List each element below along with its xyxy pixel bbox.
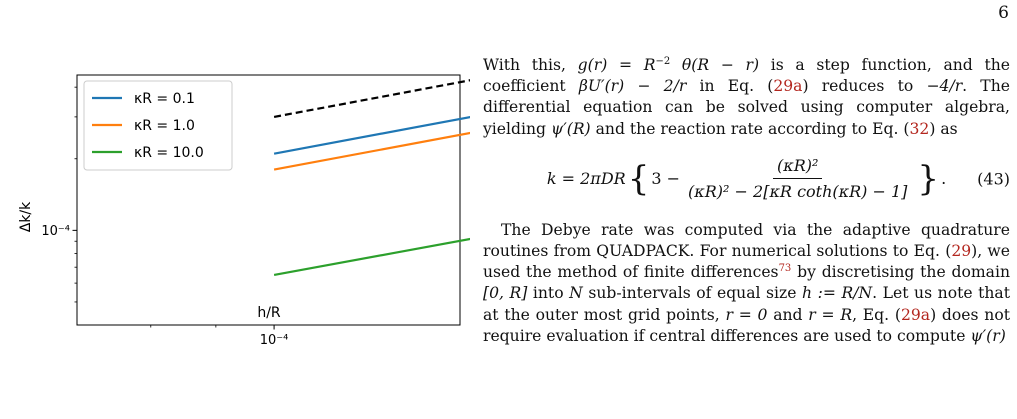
legend-label: κR = 10.0	[134, 145, 204, 161]
y-axis-label: Δk/k	[18, 201, 34, 232]
equation-number: (43)	[977, 169, 1010, 189]
ref-eq-29[interactable]: 29	[951, 242, 972, 261]
ref-eq-32[interactable]: 32	[909, 119, 930, 138]
text-column: With this, g(r) = R−2 θ(R − r) is a step…	[483, 55, 1010, 347]
figure: ~ h 10⁻⁴10⁻³10⁻²10⁻¹10⁻⁴10⁻³10⁻²10⁻¹ κR …	[0, 60, 470, 410]
x-tick-label: 10⁻⁴	[260, 333, 289, 348]
series-line-3	[273, 79, 470, 118]
ref-eq-29a-2[interactable]: 29a	[900, 305, 931, 324]
series-line-0	[273, 115, 470, 155]
x-axis-label: h/R	[257, 305, 281, 321]
ref-eq-29a[interactable]: 29a	[773, 77, 803, 96]
paragraph-1: With this, g(r) = R−2 θ(R − r) is a step…	[483, 55, 1010, 138]
y-tick-label: 10⁻⁴	[41, 224, 70, 239]
paragraph-2: The Debye rate was computed via the adap…	[483, 220, 1011, 345]
series-line-1	[273, 131, 470, 171]
legend-label: κR = 0.1	[134, 91, 195, 107]
ref-citation-73[interactable]: 73	[778, 263, 792, 275]
legend-label: κR = 1.0	[134, 118, 195, 134]
equation-43: k = 2πDR { 3 − (κR)² (κR)² − 2[κR coth(κ…	[546, 156, 1010, 202]
legend	[83, 80, 233, 171]
plot-frame	[76, 74, 461, 326]
series-line-2	[273, 237, 470, 276]
log-log-chart: ~ h 10⁻⁴10⁻³10⁻²10⁻¹10⁻⁴10⁻³10⁻²10⁻¹ κR …	[18, 74, 470, 348]
page-number: 6	[998, 3, 1009, 23]
